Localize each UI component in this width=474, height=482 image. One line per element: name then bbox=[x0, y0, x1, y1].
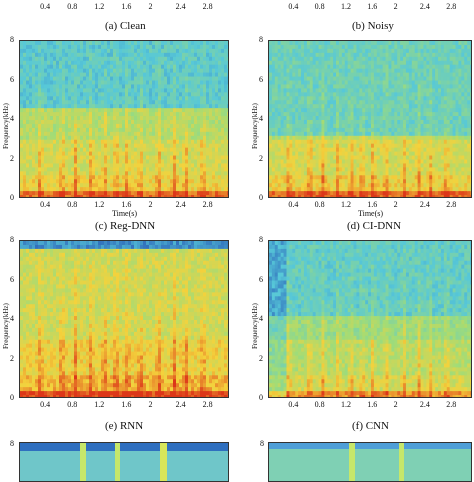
spectrogram-cell bbox=[227, 53, 229, 58]
top-x-tick-label: 0.4 bbox=[40, 3, 50, 11]
caption-a: (a) Clean bbox=[105, 20, 146, 32]
spectrogram-cell bbox=[227, 112, 229, 117]
spectrogram-cell bbox=[227, 49, 229, 54]
spectrogram-cell bbox=[227, 128, 229, 133]
top-x-tick-label: 2 bbox=[148, 3, 152, 11]
spectrogram-cell bbox=[227, 88, 229, 93]
x-tick-label: 2.8 bbox=[203, 201, 213, 209]
top-x-tick-label: 1.6 bbox=[121, 3, 131, 11]
y-tick-label: 8 bbox=[10, 36, 14, 44]
spectrogram-cell bbox=[227, 144, 229, 149]
top-x-tick-label: 2.4 bbox=[420, 3, 430, 11]
spectrogram-cell bbox=[227, 81, 229, 86]
top-x-tick-label: 2.8 bbox=[446, 3, 456, 11]
x-tick-label: 2.4 bbox=[176, 201, 186, 209]
spectrogram-plot bbox=[19, 40, 229, 198]
spectrogram-cell bbox=[227, 163, 229, 168]
spectrogram-plot bbox=[268, 40, 472, 198]
spectrogram-image bbox=[20, 41, 229, 198]
spectrogram-cell bbox=[227, 179, 229, 184]
panel-caption: (c) Reg-DNN bbox=[95, 220, 155, 232]
spectrogram-cell bbox=[227, 45, 229, 50]
spectrogram-cell bbox=[227, 108, 229, 113]
y-tick-label: 0 bbox=[10, 194, 14, 202]
spectrogram-cell bbox=[227, 104, 229, 109]
spectrogram-cell bbox=[227, 156, 229, 161]
top-x-tick-label: 2.4 bbox=[176, 3, 186, 11]
spectrogram-cell bbox=[227, 140, 229, 145]
top-x-tick-label: 0.8 bbox=[315, 3, 325, 11]
spectrogram-cell bbox=[227, 152, 229, 157]
top-x-tick-label: 2.8 bbox=[203, 3, 213, 11]
top-x-tick-label: 1.6 bbox=[367, 3, 377, 11]
spectrogram-cell bbox=[227, 41, 229, 46]
spectrogram-cell bbox=[227, 61, 229, 66]
spectrogram-cell bbox=[227, 73, 229, 78]
x-tick-label: 0.8 bbox=[67, 201, 77, 209]
spectrogram-cell bbox=[227, 132, 229, 137]
spectrogram-cell bbox=[227, 148, 229, 153]
spectrogram-cell bbox=[227, 175, 229, 180]
spectrogram-cell bbox=[227, 124, 229, 129]
y-tick-label: 4 bbox=[10, 115, 14, 123]
spectrogram-cell bbox=[227, 57, 229, 62]
y-tick-label: 2 bbox=[10, 155, 14, 163]
spectrogram-cell bbox=[227, 96, 229, 101]
top-x-tick-label: 0.4 bbox=[288, 3, 298, 11]
top-x-tick-label: 1.2 bbox=[94, 3, 104, 11]
y-tick-label: 6 bbox=[10, 76, 14, 84]
spectrogram-cell bbox=[227, 65, 229, 70]
top-x-tick-label: 1.2 bbox=[341, 3, 351, 11]
x-axis-label: Time(s) bbox=[112, 209, 137, 218]
spectrogram-cell bbox=[227, 171, 229, 176]
top-x-tick-label: 2 bbox=[394, 3, 398, 11]
x-tick-label: 1.2 bbox=[94, 201, 104, 209]
x-tick-label: 0.4 bbox=[40, 201, 50, 209]
spectrogram-cell bbox=[227, 92, 229, 97]
spectrogram-cell bbox=[227, 136, 229, 141]
x-tick-label: 1.6 bbox=[121, 201, 131, 209]
spectrogram-cell bbox=[227, 100, 229, 105]
spectrogram-cell bbox=[227, 187, 229, 192]
spectrogram-image bbox=[269, 41, 472, 198]
x-tick-label: 2 bbox=[148, 201, 152, 209]
spectrogram-cell bbox=[227, 191, 229, 196]
spectrogram-cell bbox=[227, 183, 229, 188]
spectrogram-cell bbox=[227, 120, 229, 125]
spectrogram-cell bbox=[227, 84, 229, 89]
spectrogram-cell bbox=[227, 69, 229, 74]
y-axis-label: Frequency(kHz) bbox=[2, 103, 10, 149]
spectrogram-cell bbox=[227, 116, 229, 121]
top-x-tick-label: 0.8 bbox=[67, 3, 77, 11]
spectrogram-cell bbox=[227, 195, 229, 198]
spectrogram-cell bbox=[227, 77, 229, 82]
caption-b: (b) Noisy bbox=[352, 20, 394, 32]
spectrogram-cell bbox=[227, 167, 229, 172]
spectrogram-cell bbox=[227, 160, 229, 165]
